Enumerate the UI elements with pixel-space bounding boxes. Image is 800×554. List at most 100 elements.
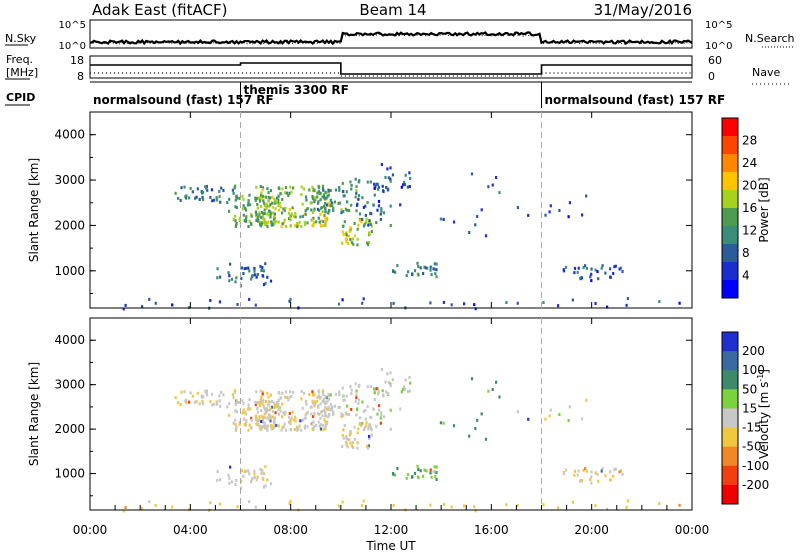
velocity-point: [302, 391, 305, 395]
power-point: [284, 206, 287, 210]
power-point: [377, 199, 381, 203]
power-point: [263, 208, 266, 212]
freq-panel: Freq. [MHz] 18 8 60 0 Nave: [5, 53, 790, 85]
velocity-point: [235, 410, 238, 414]
velocity-point: [263, 412, 266, 416]
power-point: [248, 297, 251, 301]
power-point: [273, 201, 276, 205]
velocity-point: [434, 474, 437, 478]
velocity-point: [417, 476, 420, 480]
velocity-colorbar-cell: [722, 484, 738, 505]
velocity-point: [357, 427, 360, 431]
time-tick-label: 00:00: [675, 523, 710, 537]
velocity-point: [491, 388, 494, 391]
velocity-point: [277, 412, 280, 416]
power-point: [380, 163, 383, 166]
velocity-point: [356, 441, 359, 445]
power-point: [275, 220, 278, 224]
velocity-point: [312, 425, 316, 429]
velocity-point: [273, 401, 276, 405]
velocity-point: [247, 428, 250, 432]
velocity-point: [594, 471, 597, 475]
power-point: [391, 173, 394, 177]
velocity-point: [281, 426, 284, 429]
power-point: [322, 193, 326, 197]
time-tick-label: 20:00: [574, 523, 609, 537]
velocity-point: [406, 473, 410, 477]
velocity-point: [316, 399, 319, 403]
velocity-point: [329, 393, 332, 397]
power-point: [292, 186, 295, 190]
velocity-point: [304, 416, 307, 420]
velocity-point: [341, 445, 344, 449]
power-point: [288, 191, 291, 195]
power-point: [377, 185, 380, 189]
velocity-point: [263, 408, 267, 412]
velocity-point: [311, 390, 314, 394]
power-point: [185, 196, 188, 200]
velocity-point: [439, 421, 442, 425]
power-point: [367, 220, 370, 224]
velocity-point: [189, 391, 192, 395]
power-point: [346, 200, 349, 204]
power-point: [236, 196, 239, 200]
velocity-point: [294, 415, 297, 419]
velocity-point: [341, 394, 344, 398]
velocity-point: [238, 420, 241, 424]
power-point: [185, 194, 188, 198]
velocity-point: [320, 423, 323, 427]
velocity-point: [256, 407, 259, 411]
velocity-point: [365, 421, 368, 425]
power-point: [278, 201, 282, 205]
velocity-point: [235, 479, 238, 482]
power-point: [516, 301, 519, 305]
power-point: [313, 189, 316, 192]
power-point: [389, 177, 392, 181]
power-point: [609, 267, 612, 271]
velocity-point: [348, 438, 351, 442]
date-title: 31/May/2016: [594, 1, 692, 19]
velocity-point: [562, 472, 566, 476]
velocity-point: [495, 380, 498, 384]
power-point: [594, 302, 597, 305]
power-point: [384, 176, 387, 179]
velocity-point: [355, 389, 358, 393]
velocity-point: [348, 413, 351, 416]
velocity-point: [292, 391, 295, 394]
velocity-point: [306, 425, 309, 429]
power-point: [408, 171, 411, 175]
power-point: [323, 214, 326, 218]
power-point: [356, 243, 359, 247]
power-point: [264, 222, 267, 226]
power-point: [658, 300, 661, 304]
velocity-point: [579, 479, 582, 483]
velocity-point: [358, 422, 361, 426]
velocity-point: [487, 389, 490, 393]
power-point: [285, 191, 288, 195]
velocity-point: [321, 389, 325, 393]
power-point: [346, 242, 349, 245]
freq-label-line1: Freq.: [6, 53, 33, 66]
power-point: [271, 195, 274, 199]
velocity-point: [240, 479, 243, 483]
velocity-point: [542, 503, 545, 507]
power-point: [219, 275, 222, 279]
velocity-point: [318, 412, 321, 416]
velocity-point: [345, 394, 348, 398]
power-point: [590, 272, 593, 276]
power-point: [377, 187, 380, 191]
velocity-point: [306, 411, 309, 415]
velocity-point: [264, 400, 268, 403]
velocity-point: [253, 469, 256, 473]
power-colorbar-tick: 4: [742, 269, 750, 283]
power-point: [473, 303, 476, 307]
velocity-point: [211, 403, 214, 407]
power-point: [376, 183, 379, 186]
power-point: [516, 206, 519, 210]
velocity-point: [401, 387, 405, 391]
velocity-point: [257, 423, 260, 427]
velocity-point: [269, 482, 273, 486]
velocity-point: [263, 416, 266, 420]
power-point: [542, 301, 545, 304]
velocity-point: [277, 399, 280, 402]
